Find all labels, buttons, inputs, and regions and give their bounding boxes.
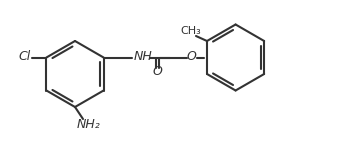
Text: NH: NH xyxy=(134,50,152,63)
Text: O: O xyxy=(187,50,196,63)
Text: NH₂: NH₂ xyxy=(77,118,101,132)
Text: O: O xyxy=(152,65,163,78)
Text: CH₃: CH₃ xyxy=(181,26,201,36)
Text: Cl: Cl xyxy=(18,50,30,63)
